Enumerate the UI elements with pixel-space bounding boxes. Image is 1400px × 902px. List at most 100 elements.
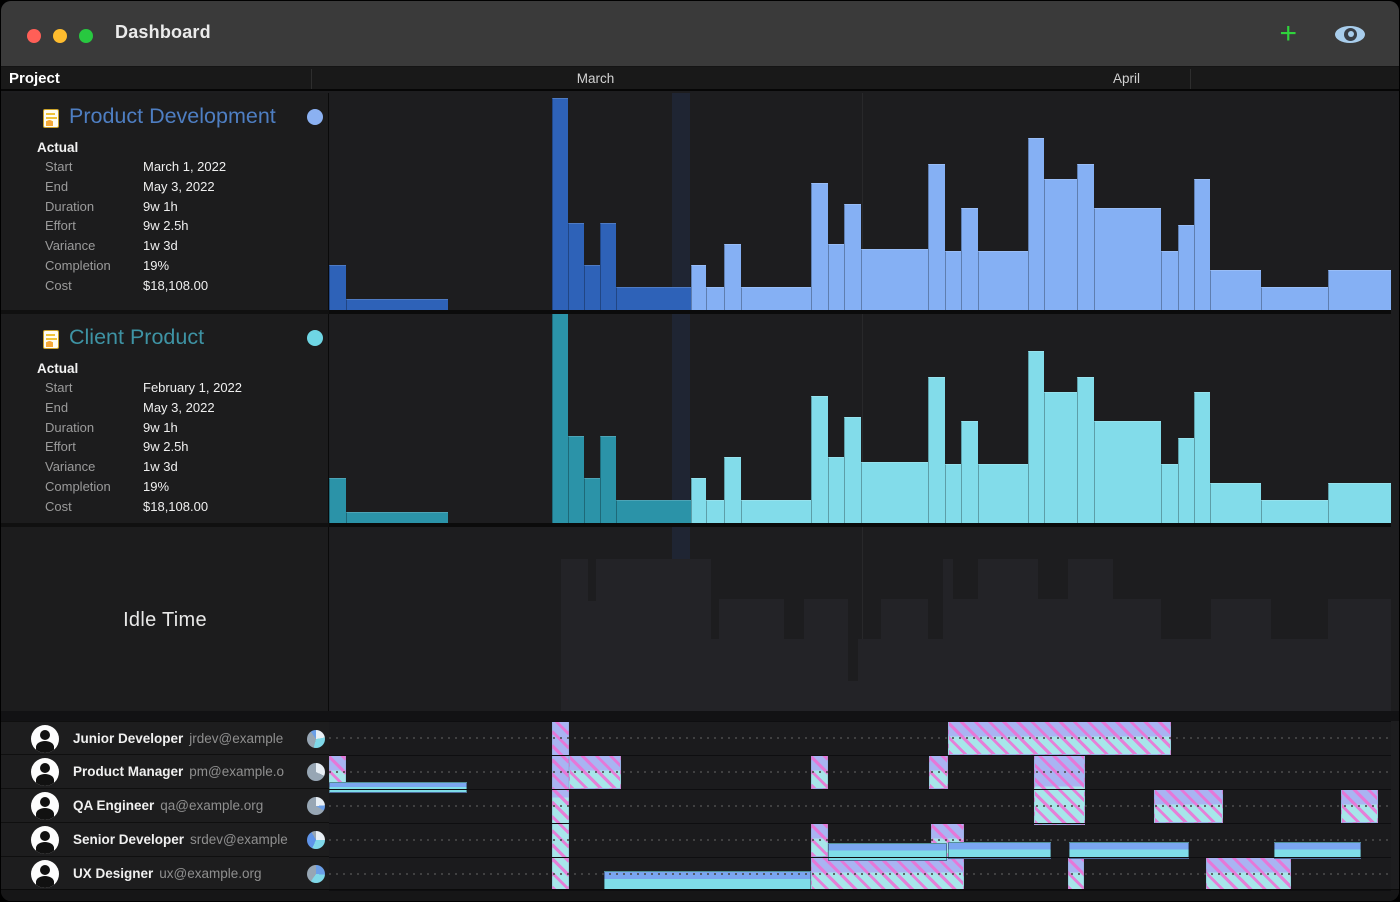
histogram-bar: [329, 478, 346, 523]
add-icon[interactable]: +: [1279, 17, 1297, 50]
allocation-pie-icon: [307, 763, 325, 781]
field-label: Duration: [45, 198, 95, 214]
allocation-bar[interactable]: [329, 782, 467, 793]
field-row: Effort 9w 2.5h: [45, 437, 329, 457]
histogram-bar: [828, 457, 844, 523]
allocation-bar[interactable]: [828, 843, 947, 861]
field-value: 19%: [143, 257, 170, 273]
field-label: Start: [45, 159, 73, 174]
resource-text: QA Engineer qa@example.org: [73, 789, 305, 823]
resource-name: UX Designer: [73, 866, 154, 881]
histogram-bar: [811, 183, 828, 310]
resource-row-ux-designer[interactable]: UX Designer ux@example.org: [1, 857, 329, 891]
histogram-bar: [741, 500, 811, 523]
resource-row-senior-developer[interactable]: Senior Developer srdev@example: [1, 823, 329, 857]
histogram-bar: [1261, 287, 1328, 310]
idle-block: [596, 559, 711, 711]
avatar-icon: [31, 758, 59, 786]
field-row: Duration 9w 1h: [45, 418, 329, 438]
field-label: Variance: [45, 238, 96, 254]
avatar-icon: [31, 860, 59, 888]
idle-block: [978, 559, 1038, 711]
field-row: Cost $18,108.00: [45, 276, 329, 296]
histogram-bar: [724, 244, 741, 310]
histogram-bar: [861, 249, 928, 310]
row-guide-dotted-line: [329, 771, 1391, 773]
resource-text: UX Designer ux@example.org: [73, 857, 305, 891]
field-label: End: [45, 178, 69, 194]
eye-icon[interactable]: [1335, 25, 1365, 44]
idle-block: [561, 559, 588, 711]
histogram-bar: [1077, 377, 1094, 523]
idle-block: [1211, 599, 1271, 711]
field-value: 9w 2.5h: [143, 218, 189, 234]
resource-row-product-manager[interactable]: Product Manager pm@example.o: [1, 755, 329, 789]
project-row-client-product[interactable]: Client Product Actual Start February 1, 2…: [1, 314, 329, 523]
field-value: May 3, 2022: [143, 178, 215, 194]
resource-name: Senior Developer: [73, 832, 185, 847]
dashboard-body: Product Development Actual Start March 1,…: [1, 93, 1399, 901]
histogram-bar: [1161, 251, 1178, 310]
row-separator: [329, 523, 1391, 527]
field-row: End May 3, 2022: [45, 177, 329, 197]
histogram-bar: [1028, 138, 1044, 310]
histogram-bar: [961, 208, 978, 310]
field-value: 9w 1h: [143, 419, 178, 435]
window-title: Dashboard: [115, 22, 211, 42]
field-value: February 1, 2022: [143, 380, 243, 395]
histogram-bar: [828, 244, 844, 310]
resource-row-junior-developer[interactable]: Junior Developer jrdev@example: [1, 721, 329, 755]
histogram-bar: [724, 457, 741, 523]
window-bottom-edge: [1, 889, 1399, 901]
project-status-dot: [307, 109, 323, 125]
eye-pupil: [1347, 31, 1354, 37]
field-row: End May 3, 2022: [45, 398, 329, 418]
histogram-bar: [1210, 270, 1261, 310]
histogram-bar: [1261, 500, 1328, 523]
idle-block: [1068, 559, 1113, 711]
resource-text: Junior Developer jrdev@example: [73, 722, 305, 756]
histogram-bar: [584, 265, 600, 310]
minimize-button[interactable]: [53, 29, 67, 43]
field-row: Cost $18,108.00: [45, 497, 329, 517]
resource-email: qa@example.org: [160, 798, 264, 813]
avatar-icon: [31, 792, 59, 820]
field-value: 19%: [143, 478, 170, 494]
histogram-bar: [1077, 164, 1094, 310]
overallocation-bar[interactable]: [1034, 755, 1085, 825]
resource-text: Senior Developer srdev@example: [73, 823, 305, 857]
allocation-bar[interactable]: [1069, 842, 1189, 859]
project-row-product-development[interactable]: Product Development Actual Start March 1,…: [1, 93, 329, 310]
resource-allocation-chart: [329, 721, 1391, 891]
field-label: End: [45, 399, 69, 415]
project-title-row: Client Product: [43, 325, 329, 354]
resource-name: Junior Developer: [73, 731, 184, 746]
resource-email: jrdev@example: [189, 731, 284, 746]
section-label: Actual: [37, 361, 79, 376]
resource-row-separator: [329, 823, 1391, 824]
row-separator: [329, 310, 1391, 314]
field-value: 1w 3d: [143, 238, 178, 254]
titlebar: Dashboard +: [1, 1, 1399, 67]
idle-block: [1271, 639, 1328, 711]
histogram-bar: [1178, 225, 1194, 310]
idle-block: [588, 601, 596, 711]
histogram-bar: [1044, 179, 1077, 310]
allocation-bar[interactable]: [948, 842, 1051, 859]
resource-row-qa-engineer[interactable]: QA Engineer qa@example.org: [1, 789, 329, 823]
idle-block: [858, 639, 881, 711]
zoom-button[interactable]: [79, 29, 93, 43]
histogram-bar: [1028, 351, 1044, 523]
project-column-header: Project: [9, 70, 60, 87]
field-value: 9w 1h: [143, 198, 178, 214]
header-divider: [1190, 69, 1191, 89]
field-row: Start February 1, 2022: [45, 378, 329, 398]
idle-block: [784, 639, 804, 711]
field-row: Start March 1, 2022: [45, 157, 329, 177]
close-button[interactable]: [27, 29, 41, 43]
histogram-bar: [1328, 270, 1391, 310]
allocation-bar[interactable]: [1274, 842, 1361, 859]
idle-block: [928, 639, 943, 711]
allocation-pie-icon: [307, 797, 325, 815]
